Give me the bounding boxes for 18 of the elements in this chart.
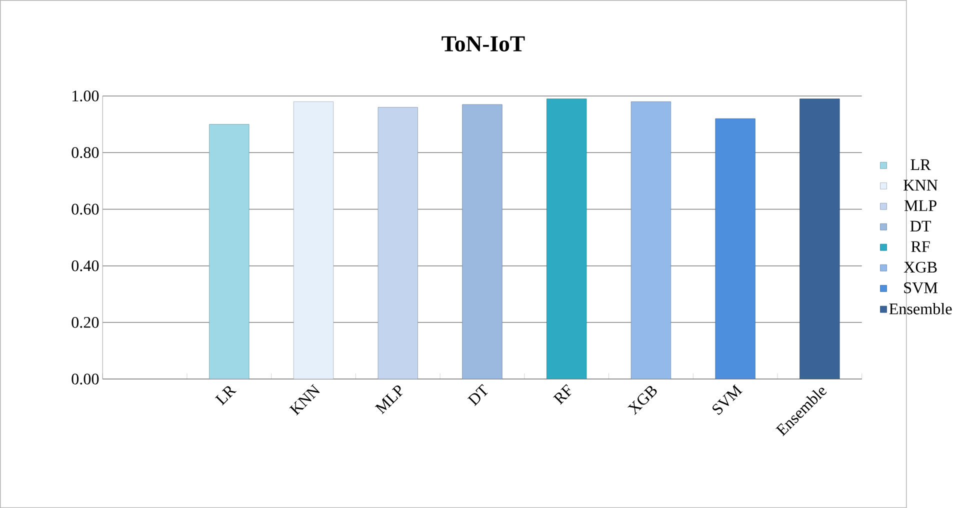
legend-label: Ensemble (889, 302, 952, 314)
legend-label: RF (911, 241, 930, 252)
legend-label: MLP (904, 200, 936, 211)
legend-label: KNN (904, 180, 938, 190)
y-tick-label: 0.00 (72, 374, 99, 384)
y-tick-label: 0.60 (72, 204, 99, 215)
x-tick-label: DT (467, 384, 488, 406)
x-tick-label: LR (214, 386, 237, 406)
x-tick-label: RF (553, 384, 572, 405)
legend-label: LR (910, 159, 931, 170)
y-tick-label: 0.40 (72, 260, 99, 272)
legend-label: XGB (904, 262, 937, 273)
legend-label: SVM (904, 282, 938, 294)
chart-title: ToN-IoT (442, 36, 525, 52)
y-tick-label: 0.80 (72, 147, 99, 158)
y-tick-label: 1.00 (72, 90, 99, 102)
y-tick-label: 0.20 (72, 316, 99, 328)
legend-label: DT (910, 220, 931, 232)
